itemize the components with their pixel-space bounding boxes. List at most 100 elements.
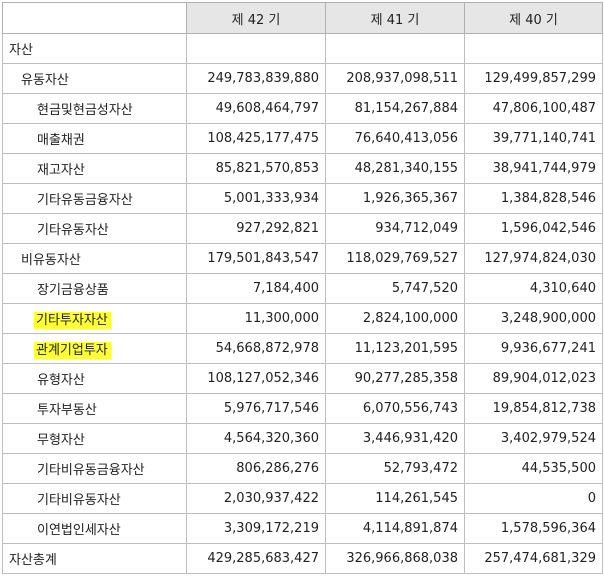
amount-cell: 1,596,042,546 — [464, 213, 603, 244]
amount-cell: 806,286,276 — [186, 453, 326, 484]
period-40-header: 제 40 기 — [464, 2, 603, 34]
table-row: 매출채권 108,425,177,475 76,640,413,056 39,771,… — [2, 123, 603, 154]
table-row: 유형자산 108,127,052,346 90,277,285,358 89,904,… — [2, 363, 603, 394]
amount-cell: 44,535,500 — [464, 453, 603, 484]
row-label-cell: 투자부동산 — [2, 393, 187, 424]
row-label-cell: 무형자산 — [2, 423, 187, 454]
amount-cell: 118,029,769,527 — [325, 243, 465, 274]
amount-cell: 127,974,824,030 — [464, 243, 603, 274]
table-row: 유동자산 249,783,839,880 208,937,098,511 129,49… — [2, 63, 603, 94]
table-row: 자산 — [2, 33, 603, 64]
row-label-cell: 장기금융상품 — [2, 273, 187, 304]
amount-cell: 5,976,717,546 — [186, 393, 326, 424]
account-label: 매출채권 — [37, 133, 85, 148]
row-label-cell: 자산 — [2, 33, 187, 64]
amount-cell: 429,285,683,427 — [186, 543, 326, 574]
amount-cell: 48,281,340,155 — [325, 153, 465, 184]
account-label: 유형자산 — [37, 373, 85, 388]
account-label: 장기금융상품 — [37, 283, 109, 298]
amount-cell: 52,793,472 — [325, 453, 465, 484]
amount-cell: 0 — [464, 483, 603, 514]
table-row: 기타비유동자산 2,030,937,422 114,261,545 0 — [2, 483, 603, 514]
amount-cell — [325, 33, 465, 64]
header-corner-cell — [2, 2, 187, 34]
row-label-cell: 비유동자산 — [2, 243, 187, 274]
amount-cell: 1,384,828,546 — [464, 183, 603, 214]
amount-cell: 7,184,400 — [186, 273, 326, 304]
table-row: 자산총계 429,285,683,427 326,966,868,038 257,47… — [2, 543, 603, 574]
amount-cell: 208,937,098,511 — [325, 63, 465, 94]
amount-cell: 39,771,140,741 — [464, 123, 603, 154]
row-label-cell: 기타유동자산 — [2, 213, 187, 244]
account-label: 비유동자산 — [21, 253, 81, 268]
period-42-header: 제 42 기 — [186, 2, 326, 34]
account-label: 재고자산 — [37, 163, 85, 178]
amount-cell: 108,425,177,475 — [186, 123, 326, 154]
table-row: 기타투자자산 11,300,000 2,824,100,000 3,248,900,0… — [2, 303, 603, 334]
table-row: 기타유동금융자산 5,001,333,934 1,926,365,367 1,384,… — [2, 183, 603, 214]
table-row: 관계기업투자 54,668,872,978 11,123,201,595 9,936,… — [2, 333, 603, 364]
account-label: 자산 — [9, 43, 33, 58]
amount-cell: 2,030,937,422 — [186, 483, 326, 514]
account-label: 현금및현금성자산 — [37, 103, 133, 118]
amount-cell: 4,310,640 — [464, 273, 603, 304]
row-label-cell: 기타비유동자산 — [2, 483, 187, 514]
amount-cell: 3,309,172,219 — [186, 513, 326, 544]
row-label-cell: 기타유동금융자산 — [2, 183, 187, 214]
amount-cell: 5,747,520 — [325, 273, 465, 304]
amount-cell: 54,668,872,978 — [186, 333, 326, 364]
amount-cell: 11,123,201,595 — [325, 333, 465, 364]
amount-cell: 47,806,100,487 — [464, 93, 603, 124]
highlighted-account-label: 관계기업투자 — [34, 342, 111, 359]
row-label-cell: 기타투자자산 — [2, 303, 187, 334]
amount-cell: 11,300,000 — [186, 303, 326, 334]
amount-cell: 1,578,596,364 — [464, 513, 603, 544]
amount-cell: 3,402,979,524 — [464, 423, 603, 454]
amount-cell: 108,127,052,346 — [186, 363, 326, 394]
table-row: 기타비유동금융자산 806,286,276 52,793,472 44,535,500 — [2, 453, 603, 484]
table-row: 현금및현금성자산 49,608,464,797 81,154,267,884 47,8… — [2, 93, 603, 124]
amount-cell: 257,474,681,329 — [464, 543, 603, 574]
account-label: 자산총계 — [9, 553, 57, 568]
row-label-cell: 유동자산 — [2, 63, 187, 94]
row-label-cell: 기타비유동금융자산 — [2, 453, 187, 484]
row-label-cell: 관계기업투자 — [2, 333, 187, 364]
table-row: 투자부동산 5,976,717,546 6,070,556,743 19,854,81… — [2, 393, 603, 424]
row-label-cell: 매출채권 — [2, 123, 187, 154]
table-row: 이연법인세자산 3,309,172,219 4,114,891,874 1,578,5… — [2, 513, 603, 544]
account-label: 기타비유동자산 — [37, 493, 121, 508]
account-label: 기타유동자산 — [37, 223, 109, 238]
amount-cell: 4,114,891,874 — [325, 513, 465, 544]
amount-cell: 1,926,365,367 — [325, 183, 465, 214]
amount-cell: 3,446,931,420 — [325, 423, 465, 454]
account-label: 유동자산 — [21, 73, 69, 88]
row-label-cell: 이연법인세자산 — [2, 513, 187, 544]
amount-cell: 934,712,049 — [325, 213, 465, 244]
row-label-cell: 현금및현금성자산 — [2, 93, 187, 124]
period-41-header: 제 41 기 — [325, 2, 465, 34]
account-label: 이연법인세자산 — [37, 523, 121, 538]
row-label-cell: 자산총계 — [2, 543, 187, 574]
header-row: 제 42 기 제 41 기 제 40 기 — [2, 2, 603, 34]
account-label: 기타유동금융자산 — [37, 193, 133, 208]
table-row: 비유동자산 179,501,843,547 118,029,769,527 127,9… — [2, 243, 603, 274]
amount-cell: 129,499,857,299 — [464, 63, 603, 94]
amount-cell: 49,608,464,797 — [186, 93, 326, 124]
table-row: 재고자산 85,821,570,853 48,281,340,155 38,941,7… — [2, 153, 603, 184]
amount-cell: 114,261,545 — [325, 483, 465, 514]
amount-cell: 3,248,900,000 — [464, 303, 603, 334]
account-label: 투자부동산 — [37, 403, 97, 418]
amount-cell: 927,292,821 — [186, 213, 326, 244]
amount-cell: 19,854,812,738 — [464, 393, 603, 424]
row-label-cell: 재고자산 — [2, 153, 187, 184]
row-label-cell: 유형자산 — [2, 363, 187, 394]
amount-cell: 38,941,744,979 — [464, 153, 603, 184]
amount-cell: 89,904,012,023 — [464, 363, 603, 394]
amount-cell: 5,001,333,934 — [186, 183, 326, 214]
amount-cell: 9,936,677,241 — [464, 333, 603, 364]
amount-cell: 6,070,556,743 — [325, 393, 465, 424]
amount-cell: 85,821,570,853 — [186, 153, 326, 184]
highlighted-account-label: 기타투자자산 — [34, 312, 111, 329]
table-row: 기타유동자산 927,292,821 934,712,049 1,596,042,54… — [2, 213, 603, 244]
